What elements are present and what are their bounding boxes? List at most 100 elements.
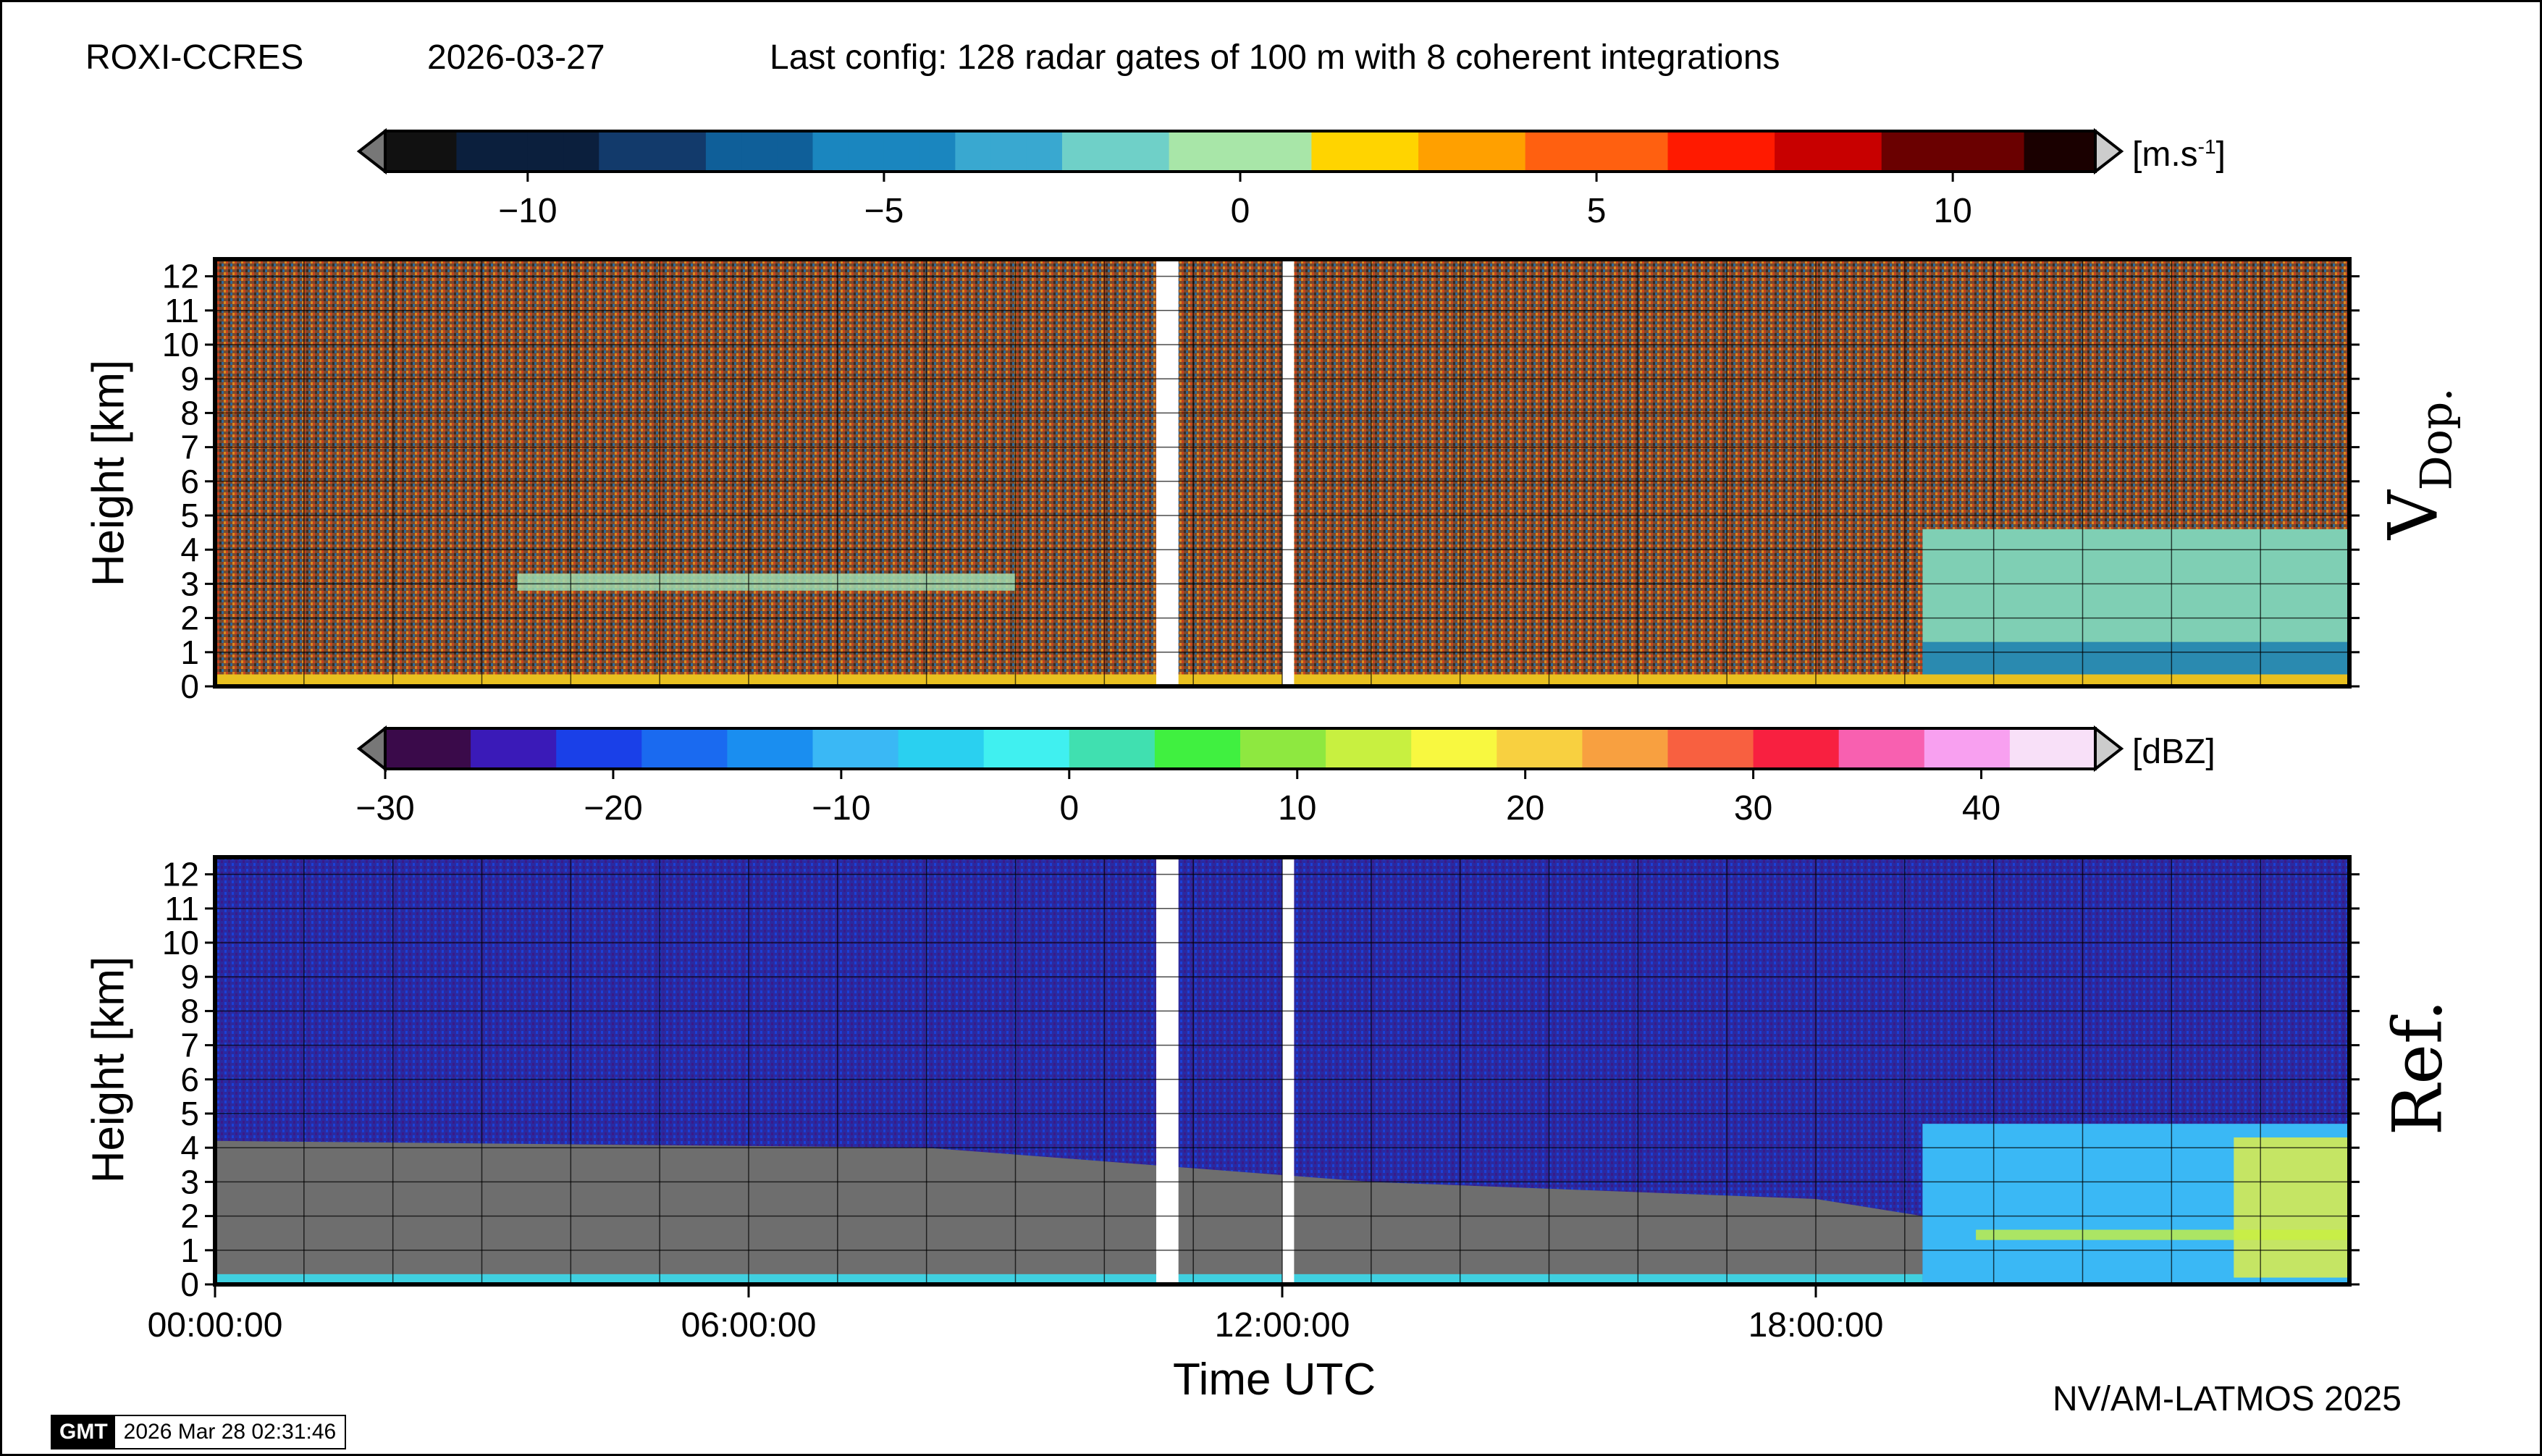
colorbar-segment	[1326, 728, 1413, 769]
colorbar-segment	[421, 131, 458, 172]
colorbar-tick-label: −10	[498, 192, 557, 230]
colorbar-segment	[1924, 728, 2011, 769]
reflectivity-colorbar: −30 −20 −10 0 10 20 30 40	[355, 725, 2124, 828]
colorbar-segment	[1311, 131, 1348, 172]
colorbar-segment	[1489, 131, 1526, 172]
colorbar-segment	[983, 728, 1070, 769]
colorbar-segment	[1497, 728, 1583, 769]
reflectivity-surface-band	[215, 1274, 1923, 1284]
colorbar-segment	[599, 131, 636, 172]
doppler-low-cloud-region	[1922, 641, 2349, 680]
y-tick-label: 7	[180, 1027, 199, 1064]
reflectivity-panel-label: Ref.	[2378, 999, 2458, 1136]
colorbar-segment	[741, 131, 778, 172]
y-tick-label: 4	[180, 1129, 199, 1166]
colorbar-segment	[1098, 131, 1135, 172]
colorbar-segment	[2059, 131, 2096, 172]
colorbar-segment	[1240, 728, 1327, 769]
colorbar-segment	[812, 131, 849, 172]
colorbar-segment	[1988, 131, 2025, 172]
colorbar-tick-label: 0	[1059, 789, 1079, 828]
y-tick-label: 2	[180, 1198, 199, 1235]
plot-frame	[213, 257, 2352, 689]
colorbar-segment	[1775, 131, 1811, 172]
colorbar-tick-label: 20	[1506, 789, 1544, 828]
colorbar-segment	[898, 728, 985, 769]
colorbar-segment	[385, 728, 472, 769]
doppler-layer-band	[517, 573, 1016, 591]
y-tick-label: 6	[180, 1061, 199, 1098]
y-tick-label: 9	[180, 360, 199, 397]
colorbar-segment	[2009, 728, 2096, 769]
colorbar-segment	[641, 728, 728, 769]
y-tick-label: 1	[180, 1232, 199, 1269]
colorbar-segment	[1582, 728, 1669, 769]
gmt-logo-icon: GMT	[52, 1416, 115, 1448]
colorbar-segment	[1154, 728, 1241, 769]
colorbar-tick-label: −10	[812, 789, 870, 828]
y-tick-label: 9	[180, 958, 199, 996]
colorbar-segment	[563, 131, 600, 172]
credit-label: NV/AM-LATMOS 2025	[2053, 1380, 2402, 1418]
colorbar-segment	[1069, 728, 1156, 769]
colorbar-segment	[1667, 728, 1754, 769]
colorbar-segment	[777, 131, 814, 172]
station-name: ROXI-CCRES	[85, 38, 304, 77]
colorbar-segment	[1347, 131, 1384, 172]
colorbar-segment	[1026, 131, 1063, 172]
colorbar-segment	[1560, 131, 1598, 172]
y-tick-label: 12	[162, 856, 199, 893]
colorbar-segment	[955, 131, 992, 172]
x-axis-title: Time UTC	[1173, 1355, 1376, 1405]
colorbar-segment	[1838, 728, 1925, 769]
colorbar-segment	[883, 131, 921, 172]
y-tick-label: 5	[180, 1095, 199, 1132]
colorbar-frame	[384, 727, 2097, 770]
colorbar-segment	[1525, 131, 1562, 172]
colorbar-segment	[812, 728, 899, 769]
colorbar-segment	[492, 131, 529, 172]
colorbar-segment	[1382, 131, 1420, 172]
colorbar-tick-label: −30	[355, 789, 414, 828]
y-tick-label: 10	[162, 326, 199, 363]
colorbar-tick-label: 0	[1231, 192, 1250, 230]
colorbar-tick-label: 40	[1962, 789, 2000, 828]
colorbar-segment	[456, 131, 493, 172]
colorbar-segment	[1881, 131, 1918, 172]
x-tick-label: 06:00:00	[681, 1306, 817, 1345]
y-tick-label: 0	[180, 1266, 199, 1303]
data-gap-1	[1156, 857, 1179, 1284]
x-tick-label: 00:00:00	[148, 1306, 283, 1345]
y-tick-label: 2	[180, 599, 199, 637]
colorbar-segment	[1240, 131, 1277, 172]
doppler-ylabel: Height [km]	[83, 359, 134, 587]
colorbar-segment	[527, 131, 565, 172]
colorbar-segment	[848, 131, 885, 172]
colorbar-segment	[1810, 131, 1847, 172]
colorbar-segment	[990, 131, 1027, 172]
colorbar-segment	[556, 728, 643, 769]
y-tick-label: 1	[180, 634, 199, 671]
colorbar-tick-label: 10	[1278, 789, 1316, 828]
colorbar-segment	[634, 131, 671, 172]
colorbar-max-triangle	[2094, 127, 2124, 175]
colorbar-segment	[1204, 131, 1241, 172]
y-tick-label: 7	[180, 429, 199, 466]
colorbar-tick-label: 10	[1933, 192, 1971, 230]
reflectivity-no-signal-region	[215, 1140, 1923, 1284]
colorbar-min-triangle	[356, 127, 387, 175]
colorbar-segment	[2024, 131, 2061, 172]
doppler-colorbar: −10 −5 0 5 10	[356, 127, 2124, 230]
colorbar-segment	[1632, 131, 1669, 172]
y-tick-label: 8	[180, 394, 199, 432]
colorbar-segment	[1703, 131, 1740, 172]
doppler-colorbar-unit: [m.s-1]	[2132, 135, 2226, 174]
x-tick-label: 12:00:00	[1215, 1306, 1350, 1345]
data-gap-2	[1282, 259, 1295, 686]
data-gap-2	[1282, 857, 1295, 1284]
reflectivity-colorbar-unit: [dBZ]	[2132, 733, 2215, 771]
colorbar-segment	[1953, 131, 1990, 172]
